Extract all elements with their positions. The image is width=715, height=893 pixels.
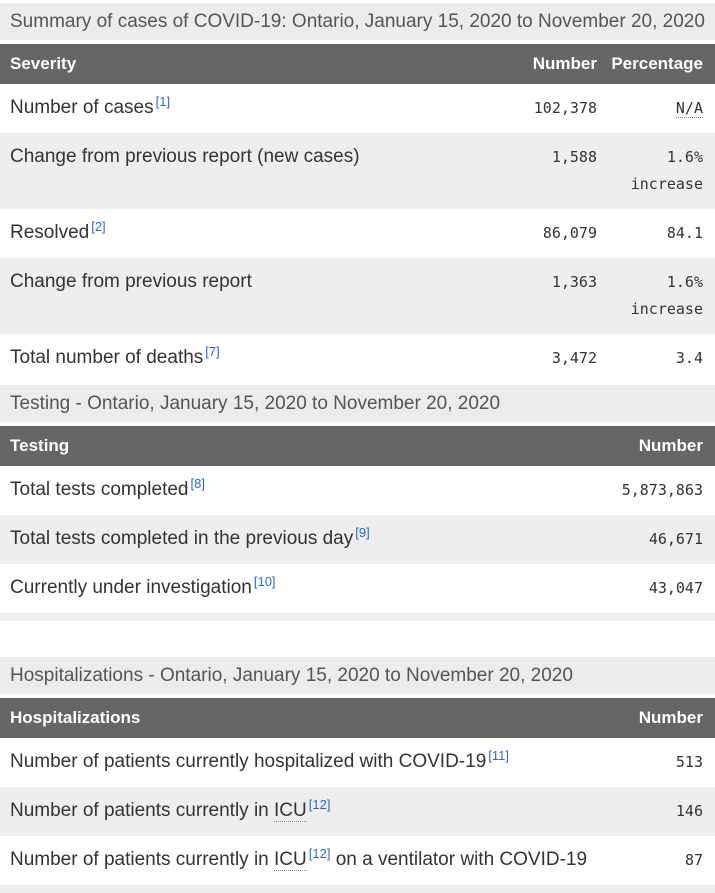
percentage-value: 84.1 (666, 224, 703, 242)
footnote-sup: [11] (488, 748, 509, 763)
column-header-number: Number (605, 698, 715, 738)
abbreviation: ICU (274, 849, 307, 871)
row-label: Total tests completed [8] (10, 475, 205, 500)
abbreviation: ICU (274, 800, 307, 822)
abbreviation: N/A (675, 99, 703, 118)
row-label: Number of patients currently in ICU [12] … (10, 845, 588, 871)
percentage-value: 1.6% increase (630, 148, 703, 193)
footnote-link[interactable]: [1] (155, 93, 171, 109)
row-label: Total number of deaths [7] (10, 343, 220, 368)
number-value: 1,363 (551, 273, 597, 291)
footnote-link[interactable]: [12] (308, 796, 331, 812)
row-label: Number of patients currently hospitalize… (10, 747, 509, 772)
table-row: Number of cases [1] 102,378 N/A (0, 84, 715, 133)
column-header-severity: Severity (0, 44, 497, 84)
table-caption-hospitalizations: Hospitalizations - Ontario, January 15, … (0, 657, 715, 694)
section-severity: Summary of cases of COVID-19: Ontario, J… (0, 3, 715, 383)
number-value: 1,588 (551, 148, 597, 166)
row-label: Change from previous report (10, 271, 252, 292)
number-value: 87 (684, 851, 703, 869)
table-row: Currently under investigation [10] 43,047 (0, 564, 715, 613)
footnote-sup: [9] (355, 525, 369, 540)
number-value: 5,873,863 (621, 481, 703, 499)
table-row: Number of patients currently in ICU [12] 1… (0, 787, 715, 836)
table-row: Total number of deaths [7] 3,472 3.4 (0, 334, 715, 383)
footnote-sup: [1] (156, 94, 170, 109)
testing-table: Testing Number Total tests completed [8] 5,… (0, 426, 715, 621)
number-value: 3,472 (551, 349, 597, 367)
column-header-percentage: Percentage (607, 44, 715, 84)
table-row: Number of patients currently hospitalize… (0, 738, 715, 787)
row-label: Number of cases [1] (10, 93, 171, 118)
section-testing: Testing - Ontario, January 15, 2020 to N… (0, 385, 715, 621)
footnote-link[interactable]: [7] (205, 343, 220, 359)
empty-strip-row (0, 885, 715, 893)
number-value: 46,671 (648, 530, 703, 548)
table-header-row: Severity Number Percentage (0, 44, 715, 84)
percentage-value: N/A (607, 84, 715, 133)
table-row: Change from previous report (new cases) 1… (0, 133, 715, 209)
footnote-sup: [12] (309, 797, 331, 812)
column-header-testing: Testing (0, 426, 605, 466)
footnote-sup: [7] (205, 344, 219, 359)
table-row: Total tests completed in the previous da… (0, 515, 715, 564)
percentage-value: 3.4 (675, 349, 703, 367)
row-label: Number of patients currently in ICU [12] (10, 796, 331, 822)
percentage-value: 1.6% increase (630, 273, 703, 318)
table-header-row: Testing Number (0, 426, 715, 466)
footnote-link[interactable]: [12] (308, 845, 331, 861)
table-header-row: Hospitalizations Number (0, 698, 715, 738)
number-value: 513 (675, 753, 703, 771)
number-value: 102,378 (533, 99, 597, 117)
column-header-number: Number (605, 426, 715, 466)
footnote-sup: [12] (309, 846, 331, 861)
number-value: 43,047 (648, 579, 703, 597)
row-label: Resolved [2] (10, 218, 106, 243)
table-row: Number of patients currently in ICU [12] … (0, 836, 715, 885)
footnote-link[interactable]: [2] (91, 218, 106, 234)
column-header-hospitalizations: Hospitalizations (0, 698, 605, 738)
table-row: Change from previous report 1,363 1.6% inc… (0, 258, 715, 334)
row-label: Total tests completed in the previous da… (10, 524, 370, 549)
row-label: Currently under investigation [10] (10, 573, 276, 598)
section-hospitalizations: Hospitalizations - Ontario, January 15, … (0, 657, 715, 893)
row-label: Change from previous report (new cases) (10, 146, 360, 167)
footnote-link[interactable]: [8] (190, 475, 205, 491)
table-row: Total tests completed [8] 5,873,863 (0, 466, 715, 515)
number-value: 146 (675, 802, 703, 820)
hospitalizations-table: Hospitalizations Number Number of patient… (0, 698, 715, 893)
number-value: 86,079 (542, 224, 597, 242)
footnote-link[interactable]: [11] (488, 747, 509, 763)
footnote-sup: [2] (91, 219, 105, 234)
column-header-number: Number (497, 44, 607, 84)
severity-table: Severity Number Percentage Number of cases… (0, 44, 715, 383)
table-row: Resolved [2] 86,079 84.1 (0, 209, 715, 258)
table-caption-testing: Testing - Ontario, January 15, 2020 to N… (0, 385, 715, 422)
footnote-link[interactable]: [10] (253, 573, 276, 589)
footnote-sup: [10] (254, 574, 276, 589)
footnote-sup: [8] (190, 476, 204, 491)
empty-strip-row (0, 613, 715, 621)
table-caption-severity: Summary of cases of COVID-19: Ontario, J… (0, 3, 715, 40)
footnote-link[interactable]: [9] (355, 524, 370, 540)
